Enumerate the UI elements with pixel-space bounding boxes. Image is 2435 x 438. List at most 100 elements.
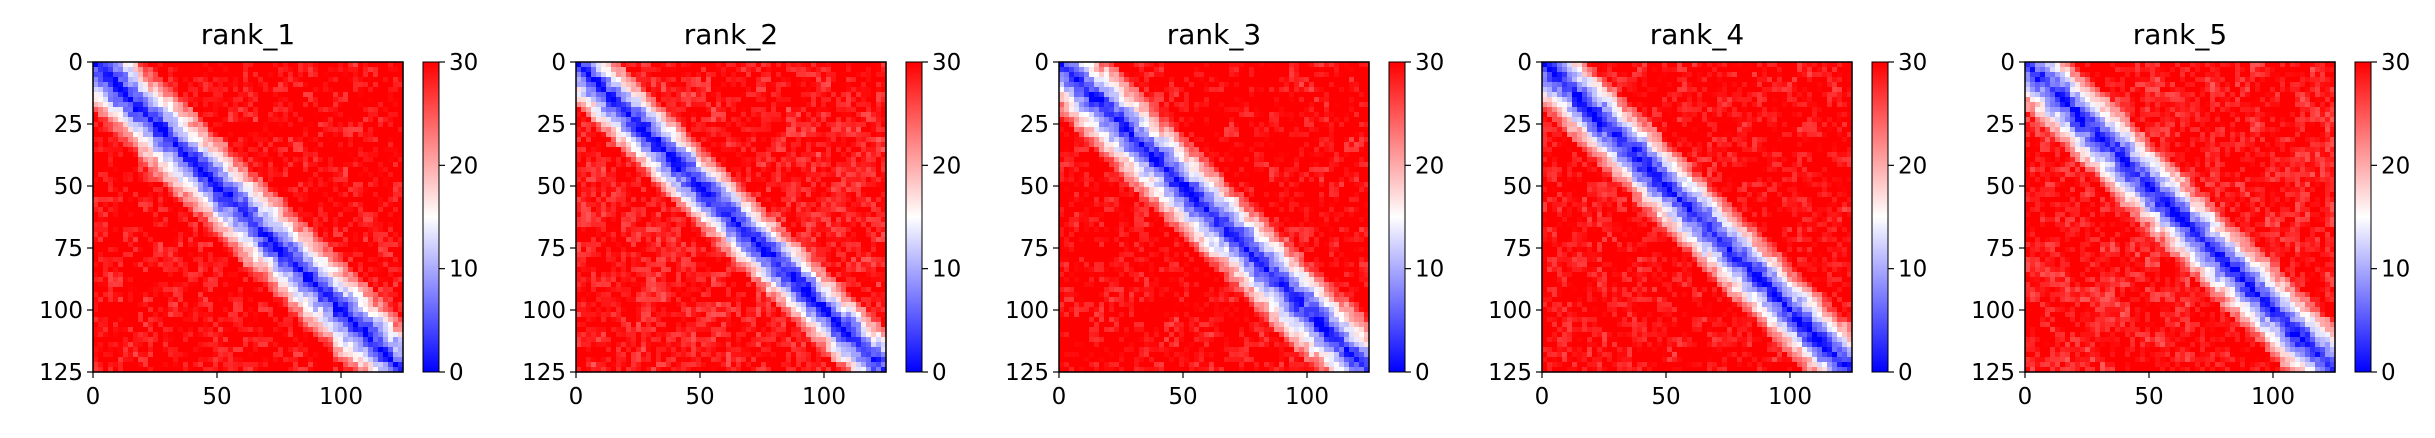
heatmap-cell [298,332,304,338]
heatmap-cell [368,212,374,218]
heatmap-cell [636,147,642,153]
heatmap-cell [338,242,344,248]
heatmap-cell [253,277,259,283]
heatmap-cell [881,142,887,148]
heatmap-cell [741,102,747,108]
heatmap-cell [213,107,219,113]
heatmap-cell [338,217,344,223]
heatmap-cell [328,217,334,223]
heatmap-cell [228,322,234,328]
heatmap-cell [228,197,234,203]
heatmap-cell [253,302,259,308]
heatmap-cell [661,107,667,113]
heatmap-cell [606,67,612,73]
heatmap-cell [621,72,627,78]
heatmap-cell [856,97,862,103]
heatmap-cell [278,217,284,223]
heatmap-cell [143,142,149,148]
heatmap-cell [293,172,299,178]
heatmap-cell [393,332,399,338]
heatmap-cell [691,137,697,143]
heatmap-cell [188,87,194,93]
heatmap-cell [103,357,109,363]
heatmap-cell [103,182,109,188]
heatmap-cell [378,222,384,228]
heatmap-cell [153,202,159,208]
heatmap-cell [363,322,369,328]
heatmap-cell [801,147,807,153]
heatmap-cell [318,322,324,328]
heatmap-cell [308,347,314,353]
heatmap-cell [701,122,707,128]
heatmap-cell [268,77,274,83]
heatmap-cell [183,262,189,268]
heatmap-cell [811,117,817,123]
heatmap-cell [841,87,847,93]
heatmap-cell [238,77,244,83]
heatmap-cell [258,262,264,268]
heatmap-cell [333,302,339,308]
heatmap-cell [298,87,304,93]
heatmap-cell [138,207,144,213]
heatmap-cell [163,237,169,243]
heatmap-cell [198,122,204,128]
heatmap-cell [338,212,344,218]
heatmap-cell [383,317,389,323]
heatmap-cell [113,232,119,238]
heatmap-cell [153,277,159,283]
heatmap-cell [253,297,259,303]
heatmap-cell [103,177,109,183]
heatmap-cell [358,227,364,233]
heatmap-cell [243,272,249,278]
heatmap-cell [303,187,309,193]
heatmap-cell [313,332,319,338]
heatmap-cell [378,277,384,283]
heatmap-cell [228,357,234,363]
heatmap-cell [343,107,349,113]
heatmap-cell [751,127,757,133]
heatmap-cell [103,272,109,278]
heatmap-cell [328,202,334,208]
heatmap-cell [113,252,119,258]
heatmap-cell [268,302,274,308]
heatmap-cell [263,312,269,318]
heatmap-cell [353,167,359,173]
heatmap-cell [203,107,209,113]
heatmap-cell [148,327,154,333]
heatmap-cell [123,307,129,313]
heatmap-cell [796,72,802,78]
heatmap-cell [153,112,159,118]
heatmap-cell [303,67,309,73]
heatmap-cell [263,347,269,353]
heatmap-cell [621,107,627,113]
heatmap-cell [741,122,747,128]
heatmap-cell [378,162,384,168]
heatmap-cell [148,312,154,318]
heatmap-cell [178,362,184,368]
heatmap-cell [158,332,164,338]
heatmap-cell [806,142,812,148]
heatmap-cell [253,267,259,273]
heatmap-cell [801,82,807,88]
heatmap-cell [233,82,239,88]
heatmap-cell [273,222,279,228]
heatmap-cell [153,342,159,348]
heatmap-cell [746,102,752,108]
heatmap-cell [228,262,234,268]
heatmap-cell [333,317,339,323]
heatmap-cell [148,297,154,303]
heatmap-cell [581,82,587,88]
heatmap-cell [133,302,139,308]
heatmap-cell [273,342,279,348]
heatmap-cell [816,72,822,78]
heatmap-cell [163,202,169,208]
heatmap-cell [173,182,179,188]
heatmap-cell [143,237,149,243]
heatmap-cell [283,222,289,228]
heatmap-cell [308,72,314,78]
heatmap-cell [143,272,149,278]
heatmap-cell [333,162,339,168]
heatmap-cell [233,232,239,238]
heatmap-cell [313,347,319,353]
heatmap-cell [228,317,234,323]
